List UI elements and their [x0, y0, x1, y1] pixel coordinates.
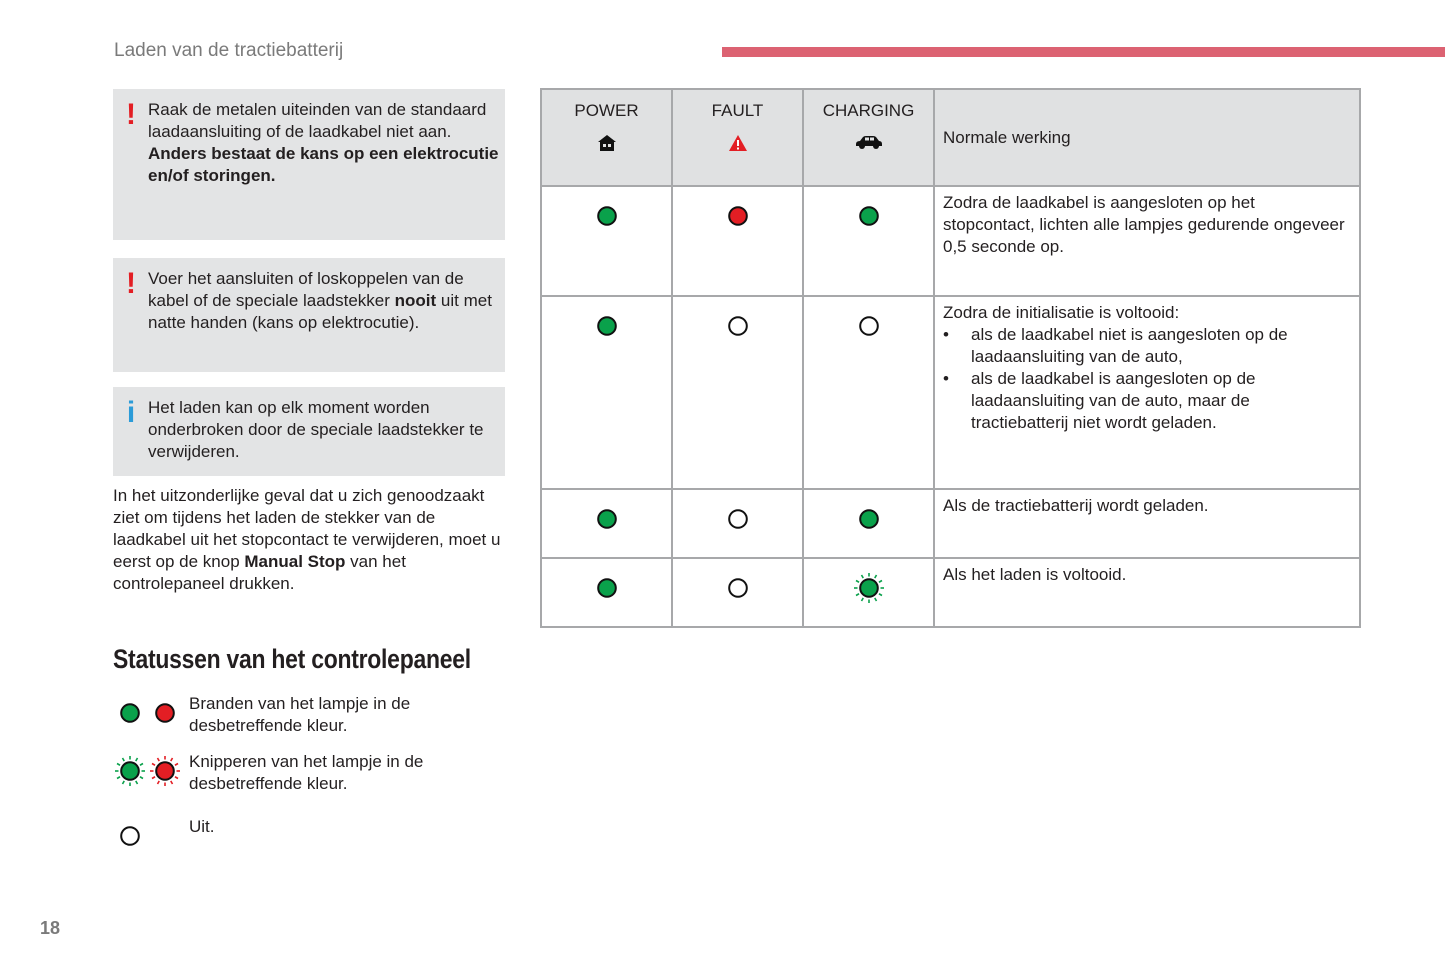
- note-box: ! Raak de metalen uiteinden van de stand…: [113, 89, 505, 240]
- header-label: FAULT: [711, 101, 764, 120]
- lamp-cell: [671, 488, 804, 559]
- lamp-blink-green-icon: [115, 756, 145, 786]
- header-charging: CHARGING: [802, 88, 935, 187]
- note-text: Het laden kan op elk moment worden onder…: [148, 398, 484, 461]
- bullet-list: als de laadkabel niet is aangesloten op …: [943, 324, 1351, 434]
- car-icon: [804, 134, 933, 156]
- table-header-row: POWER FAULT CHARGING Normale werking: [540, 88, 1361, 187]
- lamp-cell: [802, 185, 935, 297]
- warning-triangle-icon: [673, 134, 802, 158]
- note-text: Voer het aansluiten of loskoppelen van d…: [148, 269, 464, 310]
- note-after: uit met natte handen (kans op elektrocut…: [148, 291, 492, 332]
- lamp-cell: [802, 557, 935, 628]
- lamp-cell: [671, 295, 804, 490]
- description-text: Zodra de initialisatie is voltooid:: [943, 303, 1180, 322]
- lamp-on-red-icon: [727, 206, 748, 226]
- lamp-off-icon: [858, 316, 879, 336]
- legend-text: Uit.: [189, 817, 215, 836]
- lamp-cell: [671, 185, 804, 297]
- paragraph-bold: Manual Stop: [244, 552, 346, 571]
- manual-stop-paragraph: In het uitzonderlijke geval dat u zich g…: [113, 485, 508, 595]
- description-cell: Zodra de initialisatie is voltooid: als d…: [933, 295, 1361, 490]
- page-number: 18: [40, 918, 61, 938]
- lamp-off-icon: [727, 509, 748, 529]
- lamp-on-green-icon: [120, 703, 140, 723]
- status-table: POWER FAULT CHARGING Normale werking Zodra d…: [540, 88, 1361, 628]
- header-description: Normale werking: [933, 88, 1361, 187]
- header-power: POWER: [540, 88, 673, 187]
- note-text: Raak de metalen uiteinden van de standaa…: [148, 100, 487, 141]
- table-row: Als het laden is voltooid.: [540, 557, 1361, 628]
- bullet-item: als de laadkabel is aangesloten op de la…: [943, 368, 1351, 434]
- paragraph-after: van het controlepaneel drukken.: [113, 552, 406, 593]
- table-row: Zodra de laadkabel is aangesloten op het…: [540, 185, 1361, 297]
- lamp-cell: [540, 488, 673, 559]
- note-box: i Het laden kan op elk moment worden ond…: [113, 387, 505, 476]
- lamp-cell: [802, 295, 935, 490]
- header-accent-bar: [722, 47, 1445, 57]
- lamp-cell: [802, 488, 935, 559]
- lamp-on-green-icon: [858, 509, 879, 529]
- description-cell: Als het laden is voltooid.: [933, 557, 1361, 628]
- header-fault: FAULT: [671, 88, 804, 187]
- lamp-cell: [540, 557, 673, 628]
- section-title: Statussen van het controlepaneel: [113, 644, 471, 674]
- note-bold: nooit: [394, 291, 437, 310]
- description-cell: Zodra de laadkabel is aangesloten op het…: [933, 185, 1361, 297]
- lamp-on-green-icon: [596, 206, 617, 226]
- house-icon: [542, 134, 671, 158]
- lamp-blink-red-icon: [150, 756, 180, 786]
- lamp-blink-green-icon: [853, 573, 884, 603]
- paragraph-text: In het uitzonderlijke geval dat u zich g…: [113, 486, 501, 571]
- lamp-on-red-icon: [155, 703, 175, 723]
- description-text: Zodra de laadkabel is aangesloten op het…: [943, 193, 1345, 256]
- lamp-on-green-icon: [596, 509, 617, 529]
- description-cell: Als de tractiebatterij wordt geladen.: [933, 488, 1361, 559]
- table-row: Zodra de initialisatie is voltooid: als d…: [540, 295, 1361, 490]
- legend-text: Branden van het lampje in de desbetreffe…: [189, 694, 411, 735]
- running-header: Laden van de tractiebatterij: [114, 40, 344, 61]
- note-box: ! Voer het aansluiten of loskoppelen van…: [113, 258, 505, 372]
- lamp-on-green-icon: [596, 578, 617, 598]
- lamp-cell: [540, 295, 673, 490]
- warning-icon: !: [126, 98, 136, 131]
- header-label: POWER: [574, 101, 639, 120]
- lamp-off-icon: [727, 578, 748, 598]
- bullet-item: als de laadkabel niet is aangesloten op …: [943, 324, 1351, 368]
- lamp-on-green-icon: [596, 316, 617, 336]
- lamp-cell: [671, 557, 804, 628]
- lamp-on-green-icon: [858, 206, 879, 226]
- description-text: Als de tractiebatterij wordt geladen.: [943, 496, 1209, 515]
- legend-text: Knipperen van het lampje in de desbetref…: [189, 752, 424, 793]
- info-icon: i: [126, 396, 136, 429]
- warning-icon: !: [126, 267, 136, 300]
- header-label: CHARGING: [822, 101, 915, 120]
- note-bold: Anders bestaat de kans op een elektrocut…: [148, 144, 499, 185]
- lamp-cell: [540, 185, 673, 297]
- table-row: Als de tractiebatterij wordt geladen.: [540, 488, 1361, 559]
- description-text: Als het laden is voltooid.: [943, 565, 1127, 584]
- lamp-off-icon: [120, 826, 140, 846]
- lamp-off-icon: [727, 316, 748, 336]
